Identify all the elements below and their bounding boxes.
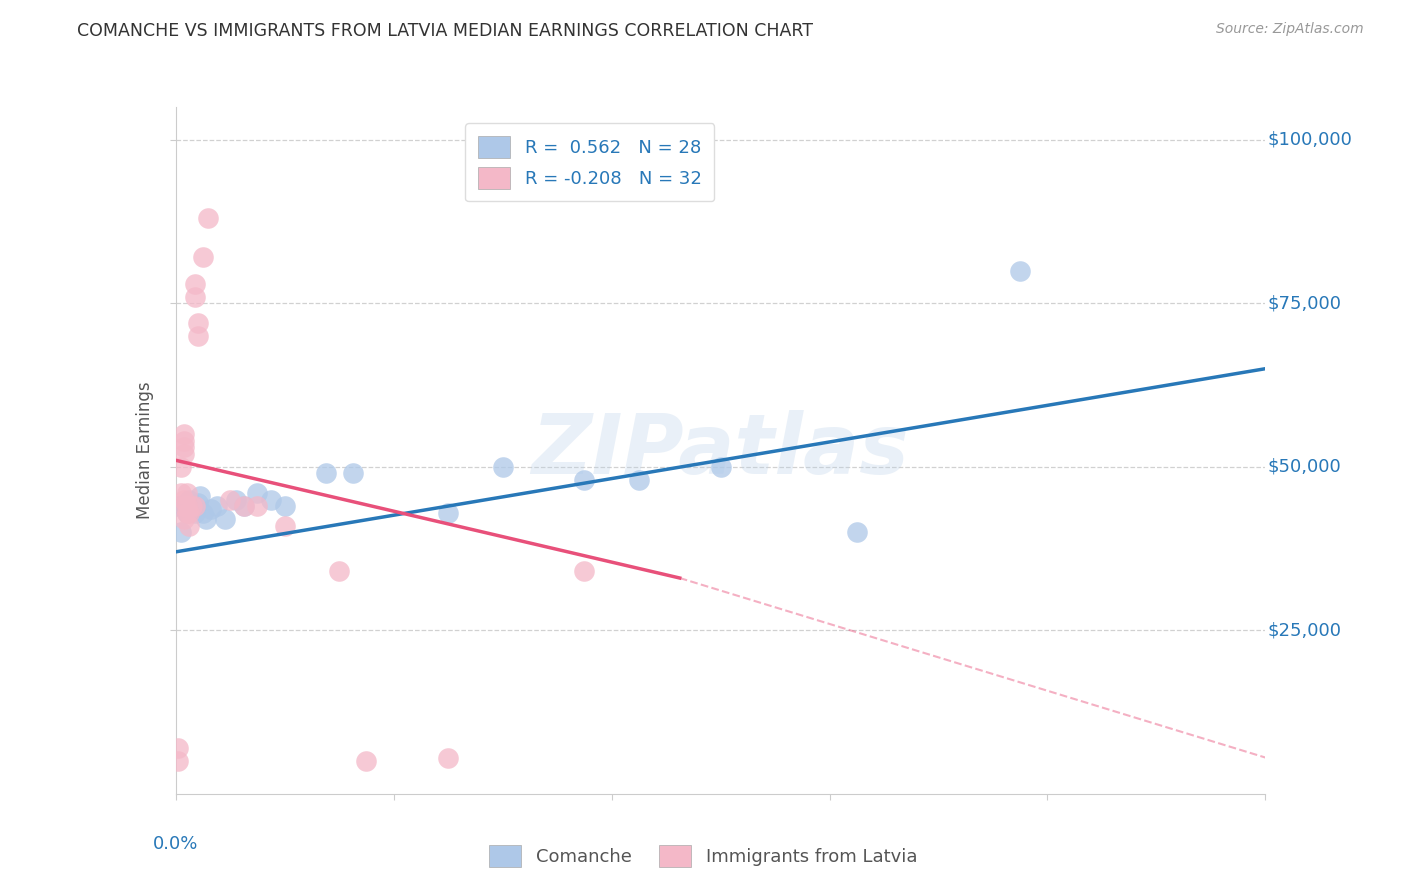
Text: $25,000: $25,000 (1268, 622, 1341, 640)
Text: $75,000: $75,000 (1268, 294, 1341, 312)
Legend: Comanche, Immigrants from Latvia: Comanche, Immigrants from Latvia (482, 838, 924, 874)
Point (186, 496, 209, 510)
Point (205, 499, 228, 513)
Point (194, 512, 217, 526)
Point (191, 506, 214, 520)
Legend: R =  0.562   N = 28, R = -0.208   N = 32: R = 0.562 N = 28, R = -0.208 N = 32 (465, 123, 714, 202)
Point (574, 565, 596, 579)
Point (184, 506, 207, 520)
Point (184, 499, 207, 513)
Point (176, 506, 198, 520)
Point (186, 329, 209, 343)
Point (232, 499, 254, 513)
Text: 0.0%: 0.0% (153, 835, 198, 853)
Point (437, 506, 460, 520)
Point (170, 525, 193, 540)
Point (342, 467, 364, 481)
Text: COMANCHE VS IMMIGRANTS FROM LATVIA MEDIAN EARNINGS CORRELATION CHART: COMANCHE VS IMMIGRANTS FROM LATVIA MEDIA… (77, 22, 813, 40)
Point (1010, 263, 1032, 277)
Point (173, 427, 195, 442)
Point (437, 751, 460, 765)
Point (181, 499, 204, 513)
Point (170, 459, 193, 474)
Y-axis label: Median Earnings: Median Earnings (136, 382, 155, 519)
Point (186, 316, 209, 330)
Point (328, 565, 350, 579)
Text: $100,000: $100,000 (1268, 131, 1353, 149)
Point (179, 518, 201, 533)
Point (173, 499, 195, 513)
Point (176, 486, 198, 500)
Point (176, 499, 198, 513)
Point (173, 434, 195, 448)
Point (173, 440, 195, 454)
Point (167, 741, 190, 756)
Point (246, 499, 269, 513)
Point (627, 473, 650, 487)
Point (167, 499, 190, 513)
Point (173, 512, 195, 526)
Point (173, 492, 195, 507)
Point (188, 489, 211, 503)
Point (173, 447, 195, 461)
Point (246, 486, 269, 500)
Point (184, 277, 207, 291)
Text: $50,000: $50,000 (1268, 458, 1341, 475)
Point (197, 211, 219, 226)
Point (225, 492, 247, 507)
Point (274, 499, 297, 513)
Point (315, 467, 337, 481)
Point (845, 525, 868, 540)
Point (167, 754, 190, 768)
Point (191, 251, 214, 265)
Point (219, 492, 242, 507)
Point (356, 754, 378, 768)
Point (173, 499, 195, 513)
Point (181, 499, 204, 513)
Point (179, 506, 201, 520)
Point (574, 473, 596, 487)
Point (176, 506, 198, 520)
Point (179, 492, 201, 507)
Point (274, 518, 297, 533)
Point (232, 499, 254, 513)
Point (170, 486, 193, 500)
Text: ZIPatlas: ZIPatlas (531, 410, 910, 491)
Point (492, 459, 515, 474)
Point (214, 512, 236, 526)
Text: Source: ZipAtlas.com: Source: ZipAtlas.com (1216, 22, 1364, 37)
Point (184, 290, 207, 304)
Point (710, 459, 733, 474)
Point (260, 492, 283, 507)
Point (200, 502, 222, 516)
